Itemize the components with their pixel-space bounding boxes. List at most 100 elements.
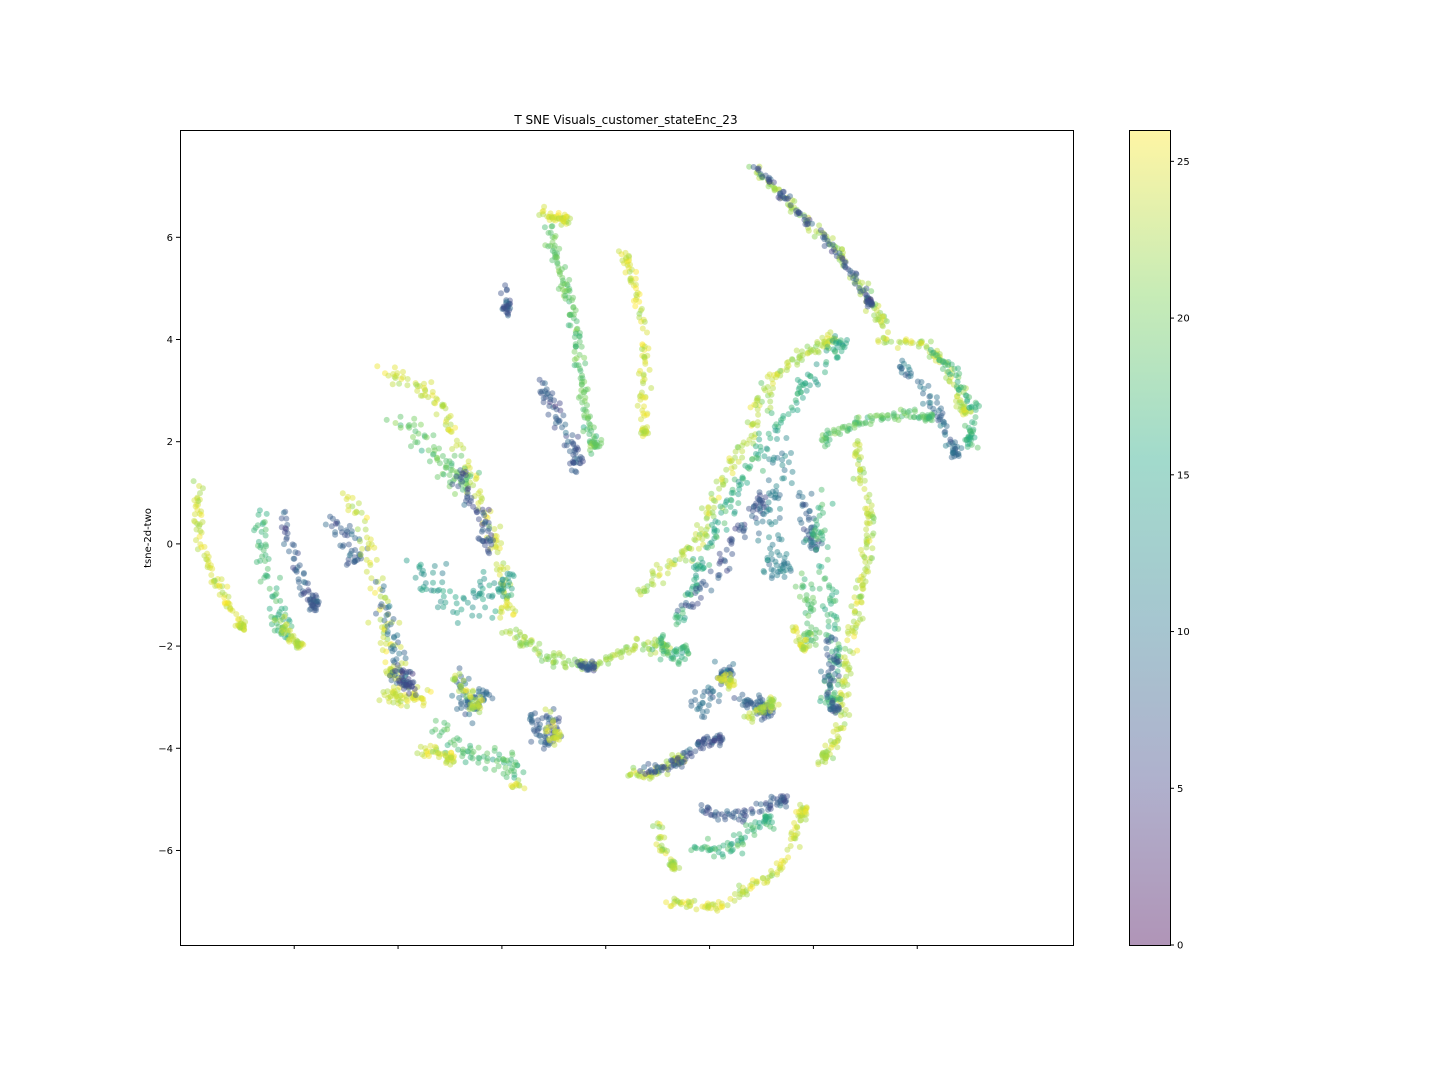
- scatter-point: [380, 583, 387, 590]
- scatter-point: [492, 544, 499, 551]
- scatter-point: [453, 600, 460, 607]
- scatter-point: [332, 531, 339, 538]
- scatter-point: [407, 680, 414, 687]
- scatter-point: [869, 513, 876, 520]
- scatter-point: [578, 381, 585, 388]
- scatter-point: [473, 509, 480, 516]
- scatter-point: [445, 414, 452, 421]
- scatter-point: [555, 264, 562, 271]
- scatter-point: [223, 603, 230, 610]
- scatter-point: [559, 215, 566, 222]
- scatter-point: [532, 645, 539, 652]
- scatter-point: [585, 415, 592, 422]
- scatter-point: [808, 490, 815, 497]
- scatter-point: [545, 243, 552, 250]
- scatter-point: [388, 669, 395, 676]
- scatter-point: [698, 505, 705, 512]
- scatter-point: [436, 445, 442, 452]
- scatter-point: [523, 639, 529, 646]
- scatter-point: [293, 637, 300, 644]
- scatter-point: [494, 549, 501, 556]
- scatter-point: [385, 695, 392, 701]
- scatter-point: [796, 354, 803, 360]
- scatter-point: [729, 470, 736, 477]
- scatter-point: [508, 782, 515, 789]
- scatter-point: [703, 807, 710, 814]
- scatter-point: [294, 550, 301, 557]
- scatter-point: [552, 716, 559, 723]
- scatter-point: [483, 689, 490, 696]
- scatter-point: [453, 469, 460, 475]
- scatter-point: [409, 670, 416, 677]
- scatter-point: [505, 582, 512, 589]
- scatter-point: [388, 645, 394, 652]
- scatter-point: [800, 526, 807, 533]
- scatter-point: [452, 675, 458, 682]
- scatter-point: [401, 649, 408, 656]
- scatter-point: [643, 411, 650, 418]
- scatter-point: [559, 280, 566, 287]
- scatter-point: [590, 438, 597, 445]
- scatter-point: [879, 323, 886, 330]
- scatter-point: [341, 532, 348, 538]
- scatter-point: [460, 471, 467, 477]
- scatter-point: [844, 337, 850, 343]
- scatter-point: [439, 750, 446, 757]
- scatter-point: [960, 384, 967, 391]
- scatter-point: [500, 756, 507, 762]
- scatter-point: [236, 623, 243, 630]
- scatter-point: [550, 216, 557, 223]
- scatter-point: [670, 656, 677, 663]
- scatter-point: [611, 652, 618, 659]
- scatter-point: [294, 638, 301, 645]
- scatter-point: [448, 756, 455, 763]
- scatter-point: [207, 562, 214, 569]
- scatter-point: [555, 209, 562, 216]
- scatter-point: [194, 506, 201, 513]
- scatter-point: [561, 288, 568, 295]
- scatter-point: [377, 593, 384, 600]
- scatter-point: [953, 383, 960, 390]
- scatter-point: [556, 271, 563, 278]
- scatter-point: [552, 728, 559, 735]
- scatter-point: [548, 730, 555, 737]
- scatter-point: [851, 607, 858, 614]
- scatter-point: [554, 254, 561, 261]
- scatter-point: [393, 656, 400, 663]
- scatter-point: [768, 410, 775, 417]
- scatter-point: [300, 590, 307, 597]
- scatter-point: [663, 899, 670, 906]
- scatter-point: [397, 413, 404, 420]
- scatter-point: [797, 817, 804, 824]
- scatter-point: [958, 445, 965, 452]
- scatter-point: [480, 696, 487, 702]
- scatter-point: [539, 715, 546, 722]
- scatter-point: [619, 649, 626, 656]
- scatter-point: [387, 666, 394, 673]
- scatter-point: [585, 413, 592, 420]
- scatter-point: [553, 215, 560, 222]
- scatter-point: [404, 376, 411, 382]
- scatter-point: [498, 605, 505, 612]
- scatter-point: [767, 435, 774, 442]
- scatter-point: [834, 354, 841, 361]
- scatter-point: [394, 662, 401, 668]
- scatter-point: [816, 629, 823, 636]
- scatter-point: [500, 759, 507, 766]
- scatter-point: [197, 528, 204, 535]
- scatter-point: [692, 689, 699, 695]
- scatter-point: [388, 669, 395, 676]
- scatter-point: [196, 521, 203, 528]
- scatter-point: [832, 636, 839, 643]
- scatter-point: [587, 413, 593, 420]
- scatter-point: [263, 510, 270, 517]
- scatter-point: [588, 450, 595, 457]
- scatter-point: [533, 722, 540, 729]
- scatter-point: [883, 318, 890, 325]
- scatter-point: [293, 640, 300, 647]
- scatter-point: [204, 556, 211, 563]
- scatter-point: [475, 516, 482, 523]
- scatter-point: [699, 693, 706, 700]
- scatter-point: [337, 525, 344, 532]
- scatter-point: [925, 382, 932, 389]
